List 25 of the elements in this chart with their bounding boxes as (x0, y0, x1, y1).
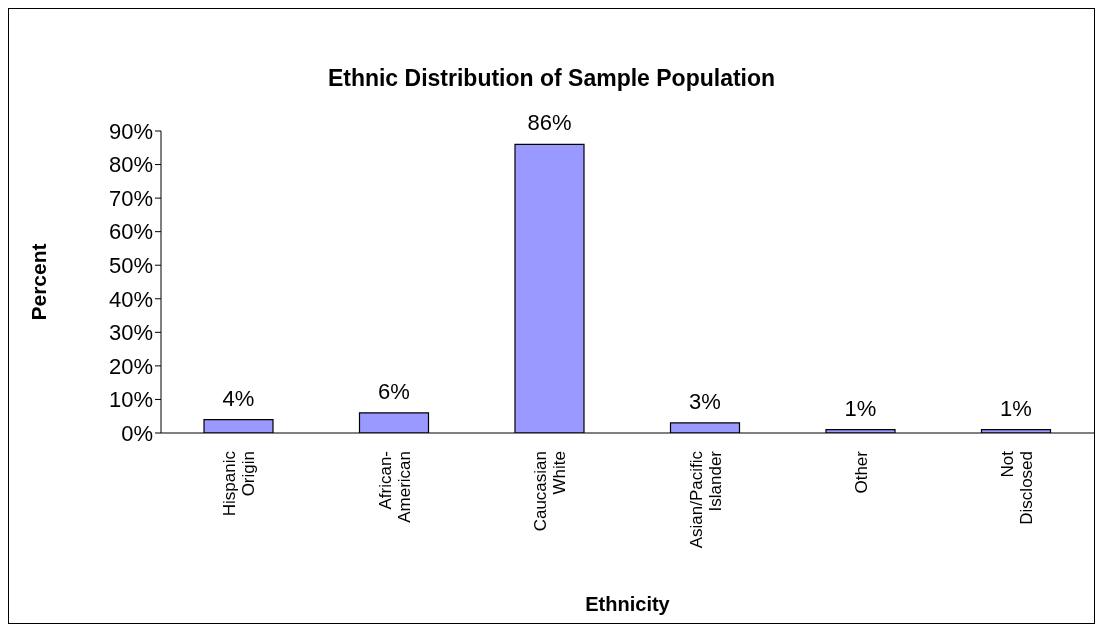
x-tick-label: Caucasian White (531, 451, 570, 532)
data-label: 4% (222, 385, 255, 411)
y-tick-label: 0% (121, 420, 153, 446)
y-tick-label: 90% (108, 118, 153, 144)
x-tick-label: Not Disclosed (997, 450, 1036, 525)
chart-title: Ethnic Distribution of Sample Population (326, 65, 777, 92)
y-tick-label: 80% (108, 152, 153, 178)
data-label: 1% (844, 395, 877, 421)
x-tick-label: Other (851, 450, 871, 494)
x-tick-label: Hispanic Origin (220, 450, 259, 517)
x-axis-title: Ethnicity (585, 593, 671, 615)
data-label: 1% (1000, 395, 1032, 421)
data-label: 6% (378, 378, 410, 404)
y-tick-label: 60% (108, 219, 153, 245)
data-label: 86% (527, 110, 572, 136)
x-tick-label: African-American (375, 451, 414, 523)
y-tick-label: 40% (108, 286, 153, 312)
x-tick-label: Asian/Pacific Islander (686, 450, 725, 549)
data-label: 3% (689, 388, 721, 414)
y-tick-label: 70% (108, 185, 153, 211)
y-axis-title: Percent (27, 243, 51, 321)
y-tick-label: 20% (108, 353, 153, 379)
y-tick-label: 30% (108, 320, 153, 346)
y-tick-label: 50% (108, 253, 153, 279)
y-tick-label: 10% (108, 387, 153, 413)
